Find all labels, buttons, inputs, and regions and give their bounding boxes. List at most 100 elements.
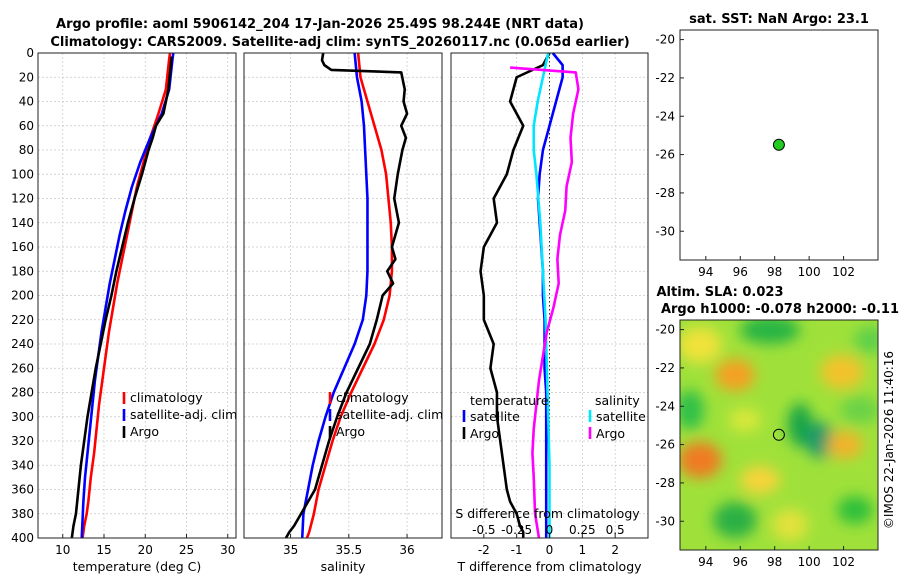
figure-title-line1: Argo profile: aoml 5906142_204 17-Jan-20… <box>56 17 584 32</box>
sst-title: sat. SST: NaN Argo: 23.1 <box>689 12 869 27</box>
legend-label: Argo <box>336 424 365 439</box>
y-tick-label: 260 <box>11 361 34 375</box>
x-axis-label: temperature (deg C) <box>73 559 202 574</box>
y-tick-label: 40 <box>19 95 34 109</box>
x-axis-label: T difference from climatology <box>456 559 642 574</box>
y-tick-label: 240 <box>11 337 34 351</box>
imos-watermark: ©IMOS 22-Jan-2026 11:40:16 <box>882 351 896 529</box>
y-tick-label: -24 <box>655 399 675 413</box>
series-line-s-argo <box>510 66 580 539</box>
x-tick-label: 96 <box>733 265 748 279</box>
series-line-argo <box>284 52 409 539</box>
legend-title-temperature: temperature <box>470 393 549 408</box>
sla-map-panel: -20 -22 -24 -26 -28 -30 94 96 98 100 102 <box>655 319 879 569</box>
x-tick-label-top: 0.5 <box>606 523 625 537</box>
x-tick-label: 1 <box>579 543 587 557</box>
x-tick-label: 0 <box>546 543 554 557</box>
x-tick-label: 36 <box>399 543 414 557</box>
x-tick-label: 102 <box>832 555 855 569</box>
x-tick-label: 10 <box>55 543 70 557</box>
x-tick-label: 30 <box>220 543 235 557</box>
x-tick-label: 94 <box>698 265 713 279</box>
legend-label: Argo <box>596 426 625 441</box>
legend-label: satellite <box>470 409 520 424</box>
y-tick-label: 200 <box>11 289 34 303</box>
y-tick-label: 0 <box>26 46 34 60</box>
x-tick-label-top: 0 <box>546 523 554 537</box>
x-tick-label-top: -0.25 <box>501 523 532 537</box>
temperature-panel: 0 20 40 60 80 100 120 140 160 180 200 220 240 260 280 3… <box>11 46 237 574</box>
legend-label: climatology <box>336 390 409 405</box>
legend-label: Argo <box>130 424 159 439</box>
y-tick-label: -28 <box>655 476 675 490</box>
legend-label: satellite-adj. clim <box>130 407 237 422</box>
series-line-satellite-adj--clim <box>300 52 369 539</box>
axes-frame <box>37 52 237 539</box>
x-axis-label: salinity <box>321 559 366 574</box>
x-tick-label-top: -0.5 <box>472 523 495 537</box>
figure-title-line2: Climatology: CARS2009. Satellite-adj cli… <box>50 35 629 50</box>
y-tick-label: -24 <box>655 109 675 123</box>
x-tick-label: 25 <box>179 543 194 557</box>
x-tick-label: 100 <box>798 265 821 279</box>
series-line-s-satellite <box>532 52 551 538</box>
map-frame <box>679 29 879 261</box>
axes-frame <box>243 52 443 539</box>
sla-heatmap <box>680 320 878 550</box>
y-tick-label: 220 <box>11 313 34 327</box>
x-tick-label: 94 <box>698 555 713 569</box>
y-tick-label: 20 <box>19 70 34 84</box>
y-tick-label: -22 <box>655 361 675 375</box>
y-tick-label: 380 <box>11 507 34 521</box>
y-tick-label: -28 <box>655 186 675 200</box>
x-tick-label: -1 <box>511 543 523 557</box>
series-line-climatology <box>305 52 394 539</box>
y-tick-label: -22 <box>655 71 675 85</box>
y-tick-label: -26 <box>655 438 675 452</box>
map-frame <box>679 319 879 551</box>
x-tick-label: -2 <box>478 543 490 557</box>
y-tick-label: 140 <box>11 216 34 230</box>
series-line-t-argo <box>479 52 551 538</box>
x-tick-label: 35 <box>283 543 298 557</box>
y-tick-label: 280 <box>11 386 34 400</box>
argo-location-marker <box>772 138 785 151</box>
x-tick-label: 98 <box>767 555 782 569</box>
legend-label: climatology <box>130 390 203 405</box>
x-tick-label: 2 <box>611 543 619 557</box>
y-tick-label: 340 <box>11 458 34 472</box>
x-tick-label-top: 0.25 <box>569 523 596 537</box>
x-tick-label: 35.5 <box>335 543 362 557</box>
y-tick-label: 100 <box>11 167 34 181</box>
y-tick-label: 400 <box>11 531 34 545</box>
x-tick-label: 102 <box>832 265 855 279</box>
x-axis-label-top: S difference from climatology <box>455 506 640 521</box>
legend-label: Argo <box>470 426 499 441</box>
x-tick-label: 15 <box>96 543 111 557</box>
sst-map-panel: -20 -22 -24 -26 -28 -30 94 96 98 100 102 <box>655 29 879 279</box>
y-tick-label: 300 <box>11 410 34 424</box>
x-tick-label: 98 <box>767 265 782 279</box>
x-tick-label: 96 <box>733 555 748 569</box>
y-tick-label: 320 <box>11 434 34 448</box>
y-tick-label: 180 <box>11 264 34 278</box>
y-tick-label: 160 <box>11 240 34 254</box>
y-tick-label: 60 <box>19 119 34 133</box>
x-tick-label: 20 <box>138 543 153 557</box>
series-line-argo <box>70 56 173 539</box>
salinity-panel: 35 35.5 36 salinity climatology satellite-adj… <box>243 52 443 574</box>
y-tick-label: 360 <box>11 483 34 497</box>
x-tick-label: 100 <box>798 555 821 569</box>
legend-label: satellite <box>596 409 646 424</box>
legend-label: satellite-adj. clim <box>336 407 443 422</box>
argo-location-marker <box>772 428 785 441</box>
y-tick-label: -30 <box>655 514 675 528</box>
y-tick-label: -30 <box>655 224 675 238</box>
y-tick-label: -20 <box>655 323 675 337</box>
y-tick-label: 80 <box>19 143 34 157</box>
y-tick-label: -26 <box>655 148 675 162</box>
difference-panel: -2 -1 0 1 2 T difference from climatology temp… <box>450 52 649 574</box>
y-tick-label: -20 <box>655 33 675 47</box>
legend-title-salinity: salinity <box>595 393 640 408</box>
